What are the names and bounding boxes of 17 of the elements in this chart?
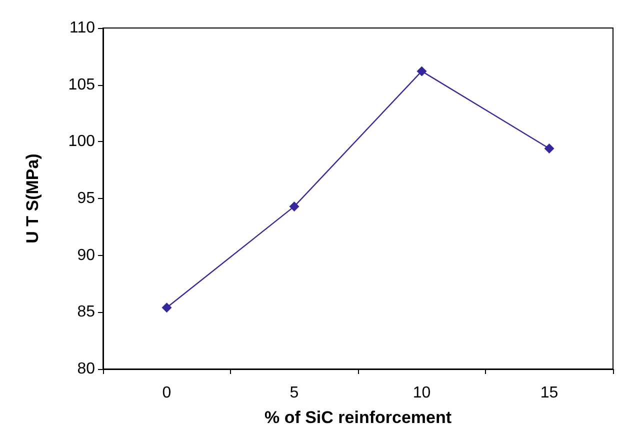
y-tick-label: 90: [77, 246, 96, 264]
x-axis-title: % of SiC reinforcement: [264, 408, 452, 427]
point: [162, 302, 172, 313]
y-tick-label: 100: [68, 133, 96, 150]
point: [544, 143, 554, 154]
y-tick-label: 105: [68, 76, 96, 94]
point: [289, 201, 300, 212]
y-tick-label: 85: [77, 304, 96, 321]
y-tick-label: 95: [77, 190, 96, 207]
x-tick-label: 10: [412, 384, 431, 402]
x-tick-label: 5: [290, 384, 299, 402]
y-axis-title: U T S(MPa): [23, 154, 42, 244]
x-tick-label: 15: [540, 384, 558, 402]
point: [416, 66, 427, 76]
y-tick-label: 110: [69, 20, 96, 36]
y-tick-label: 80: [77, 360, 96, 378]
x-tick-label: 0: [162, 384, 172, 402]
